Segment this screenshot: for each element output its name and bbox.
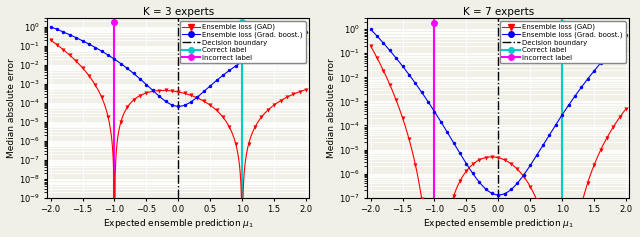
X-axis label: Expected ensemble prediction $\mu_1$: Expected ensemble prediction $\mu_1$ — [423, 217, 574, 230]
Legend: Ensemble loss (GAD), Ensemble loss (Grad. boost.), Decision boundary, Correct la: Ensemble loss (GAD), Ensemble loss (Grad… — [180, 21, 306, 63]
Legend: Ensemble loss (GAD), Ensemble loss (Grad. boost.), Decision boundary, Correct la: Ensemble loss (GAD), Ensemble loss (Grad… — [500, 21, 626, 63]
Title: K = 7 experts: K = 7 experts — [463, 7, 534, 17]
Y-axis label: Median absolute error: Median absolute error — [327, 58, 336, 158]
Y-axis label: Median absolute error: Median absolute error — [7, 58, 16, 158]
Title: K = 3 experts: K = 3 experts — [143, 7, 214, 17]
X-axis label: Expected ensemble prediction $\mu_1$: Expected ensemble prediction $\mu_1$ — [103, 217, 254, 230]
